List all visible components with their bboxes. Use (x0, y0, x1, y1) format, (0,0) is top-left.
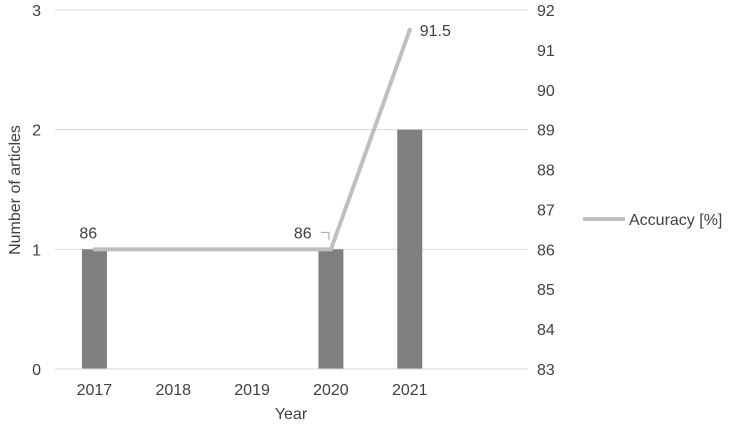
data-label-2020: 86 (294, 225, 312, 242)
left-tick-2: 2 (32, 123, 41, 140)
y-axis-title: Number of articles (7, 125, 24, 255)
accuracy-line (92, 27, 412, 252)
right-tick-84: 84 (537, 322, 555, 339)
accuracy-point-2017 (92, 247, 97, 252)
right-tick-89: 89 (537, 123, 555, 140)
data-label-2021: 91.5 (420, 23, 451, 40)
x-tick-2020: 2020 (313, 382, 349, 399)
right-tick-92: 92 (537, 3, 555, 20)
legend: Accuracy [%] (583, 212, 722, 229)
bars (81, 129, 423, 369)
x-tick-2018: 2018 (155, 382, 191, 399)
bar-2021 (397, 129, 423, 369)
left-axis-ticks: 0 1 2 3 (32, 3, 41, 379)
accuracy-point-2020 (328, 247, 333, 252)
right-tick-86: 86 (537, 242, 555, 259)
leader-line-2020 (320, 231, 330, 241)
right-tick-83: 83 (537, 362, 555, 379)
x-axis-ticks: 2017 2018 2019 2020 2021 (77, 382, 428, 399)
x-tick-2019: 2019 (234, 382, 270, 399)
right-axis-ticks: 83 84 85 86 87 88 89 90 91 92 (537, 3, 555, 379)
right-tick-90: 90 (537, 83, 555, 100)
data-labels: 86 86 91.5 (79, 23, 451, 242)
left-tick-0: 0 (32, 362, 41, 379)
left-tick-1: 1 (32, 242, 41, 259)
gridlines (55, 9, 528, 250)
accuracy-series-line (92, 27, 412, 252)
legend-label: Accuracy [%] (629, 212, 722, 229)
right-tick-88: 88 (537, 163, 555, 180)
accuracy-point-2021 (407, 27, 412, 32)
right-tick-87: 87 (537, 202, 555, 219)
bar-2020 (318, 249, 344, 369)
x-axis-title: Year (275, 406, 308, 423)
data-label-2017: 86 (79, 225, 97, 242)
x-tick-2021: 2021 (392, 382, 428, 399)
right-tick-91: 91 (537, 43, 555, 60)
bar-2017 (81, 249, 107, 369)
x-tick-2017: 2017 (77, 382, 113, 399)
left-tick-3: 3 (32, 3, 41, 20)
right-tick-85: 85 (537, 282, 555, 299)
